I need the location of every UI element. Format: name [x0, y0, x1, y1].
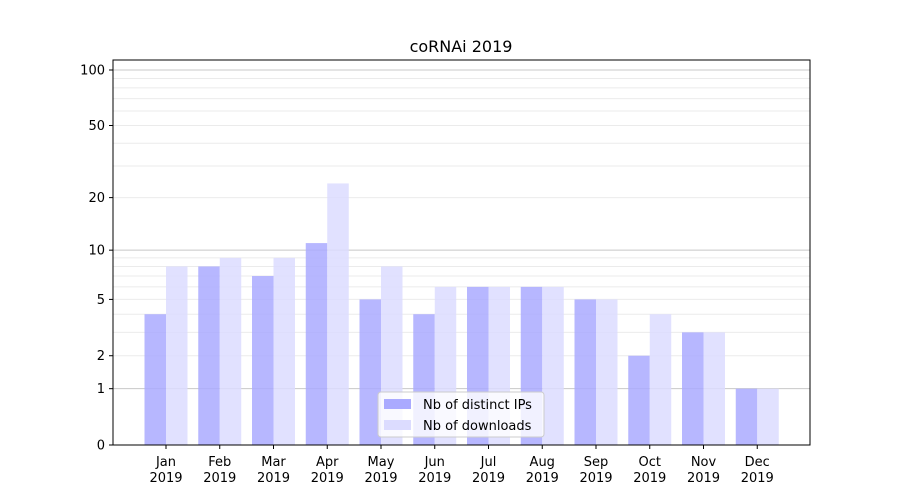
bar-downloads — [757, 388, 779, 445]
bar-downloads — [703, 332, 725, 445]
bar-downloads — [273, 257, 295, 445]
y-tick-label: 10 — [88, 244, 105, 259]
plot-frame — [112, 59, 811, 446]
y-tick-label: 2 — [97, 349, 105, 364]
x-tick-label-month: Dec — [745, 455, 770, 470]
x-tick-label-year: 2019 — [203, 471, 236, 486]
x-tick-label-year: 2019 — [149, 471, 182, 486]
x-tick-label-year: 2019 — [472, 471, 505, 486]
y-tick-label: 0 — [97, 439, 105, 454]
x-tick-label-month: Oct — [639, 455, 661, 470]
x-tick-label-month: Feb — [208, 455, 231, 470]
x-tick-label-year: 2019 — [418, 471, 451, 486]
x-tick-label-year: 2019 — [579, 471, 612, 486]
bar-ips — [198, 266, 220, 445]
x-tick-label-month: Sep — [584, 455, 609, 470]
legend-swatch-downloads — [384, 420, 411, 430]
bar-downloads — [327, 183, 349, 445]
chart-title: coRNAi 2019 — [410, 37, 513, 56]
x-tick-label-month: Apr — [316, 455, 339, 470]
legend-frame — [377, 391, 545, 438]
y-tick-label: 1 — [97, 382, 105, 397]
x-tick-label-year: 2019 — [311, 471, 344, 486]
x-tick-label-year: 2019 — [741, 471, 774, 486]
x-tick-label-month: Jun — [424, 455, 445, 470]
legend: Nb of distinct IPs Nb of downloads — [377, 391, 545, 438]
bar-ips — [144, 314, 166, 445]
bar-downloads — [166, 266, 188, 445]
y-tick-label: 5 — [97, 293, 105, 308]
x-tick-label-year: 2019 — [364, 471, 397, 486]
bar-ips — [252, 276, 274, 445]
bar-downloads — [649, 314, 672, 445]
x-tick-label-year: 2019 — [526, 471, 559, 486]
x-axis: Jan2019Feb2019Mar2019Apr2019May2019Jun20… — [149, 445, 774, 486]
bar-downloads — [219, 257, 242, 445]
bar-ips — [305, 243, 328, 445]
bar-ips — [735, 388, 758, 445]
y-tick-label: 50 — [88, 119, 105, 134]
x-tick-label-year: 2019 — [633, 471, 666, 486]
x-tick-label-month: Jan — [155, 455, 176, 470]
x-tick-label-month: Aug — [530, 455, 555, 470]
x-tick-label-month: Nov — [691, 455, 717, 470]
bar-ips — [574, 299, 596, 445]
y-tick-label: 20 — [88, 191, 105, 206]
y-tick-label: 100 — [80, 63, 105, 78]
legend-swatch-ips — [384, 399, 411, 409]
bar-ips — [682, 332, 704, 445]
x-tick-label-month: Jul — [480, 455, 497, 470]
bar-ips — [628, 355, 650, 445]
bar-downloads — [542, 286, 564, 445]
legend-label-ips: Nb of distinct IPs — [423, 398, 532, 413]
x-tick-label-month: Mar — [261, 455, 286, 470]
x-tick-label-year: 2019 — [257, 471, 290, 486]
legend-label-downloads: Nb of downloads — [423, 419, 532, 434]
y-axis: 0 1 2 5 10 20 50 100 — [80, 63, 113, 454]
bar-downloads — [596, 299, 618, 445]
x-tick-label-year: 2019 — [687, 471, 720, 486]
bar-ips — [359, 299, 381, 445]
x-tick-label-month: May — [368, 455, 395, 470]
